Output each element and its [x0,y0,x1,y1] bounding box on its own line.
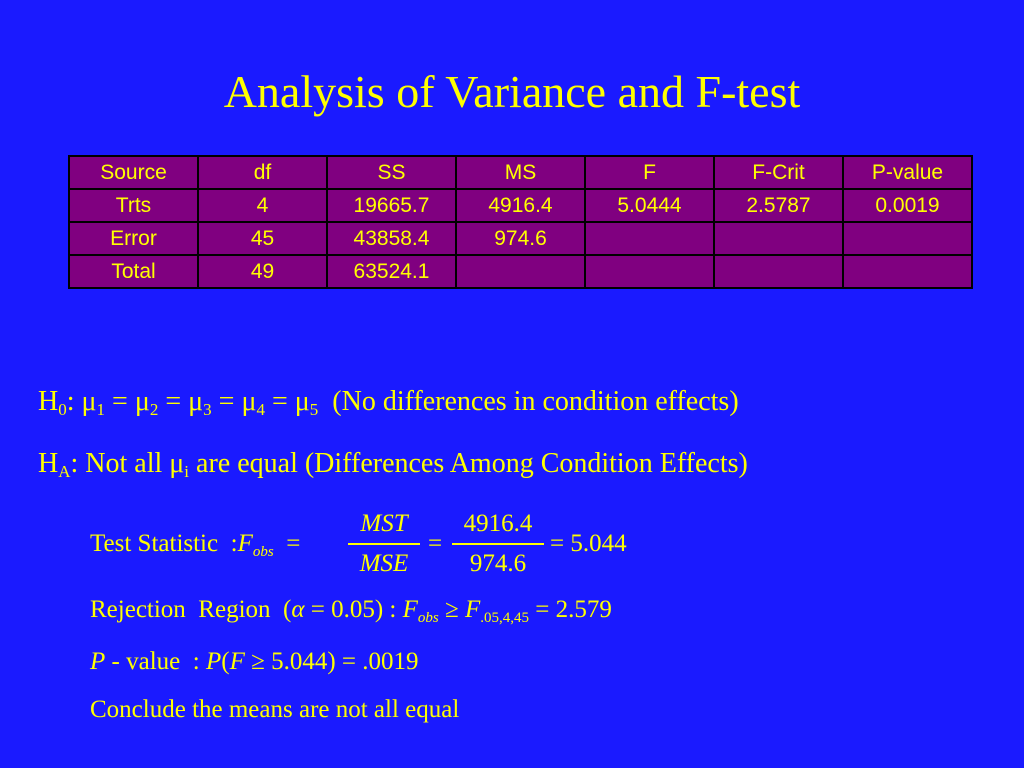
alternative-hypothesis: HA: Not all μi are equal (Differences Am… [38,448,748,480]
equals-sign: = [218,386,235,417]
null-hypothesis: H0: μ1 = μ2 = μ3 = μ4 = μ5 (No differenc… [38,386,739,418]
header-cell: F [584,155,715,190]
rejection-region: Rejection Region (α = 0.05) : Fobs ≥ F.0… [90,596,612,627]
open-paren: ( [283,596,292,623]
table-cell: Trts [68,188,199,223]
mu-symbol: μ [294,386,310,417]
p-value-label: - value : [105,648,206,675]
numerator: 4916.4 [463,510,533,537]
equals-sign: = [286,530,301,557]
denominator: MSE [359,550,409,577]
table-cell [584,221,715,256]
p-value-result: ≥ 5.044) = .0019 [244,648,419,675]
fraction-bar [452,543,544,545]
table-cell [713,221,844,256]
f-symbol: F [229,648,245,675]
table-cell: 19665.7 [326,188,457,223]
mu-subscript: i [184,462,190,481]
f-symbol: F [237,530,253,557]
table-cell [455,254,586,289]
table-cell: 2.5787 [713,188,844,223]
mu-subscript: 4 [256,400,265,419]
p-symbol: P [205,648,222,675]
mu-subscript: 3 [203,400,212,419]
header-cell: Source [68,155,199,190]
open-paren: ( [221,648,230,675]
header-cell: F-Crit [713,155,844,190]
label-text: Rejection Region [90,596,271,623]
equals-sign: = [428,530,443,557]
table-cell: 974.6 [455,221,586,256]
equals-sign: = [112,386,128,417]
f-symbol: F [464,596,481,623]
test-statistic-result: = 5.044 [550,530,627,558]
table-cell: 4 [197,188,328,223]
mu-symbol: μ [188,386,204,417]
table-row: Error 45 43858.4 974.6 [68,221,973,256]
alpha-value: = 0.05) : [304,596,403,623]
critical-subscript: .05,4,45 [480,610,529,626]
table-cell: 49 [197,254,328,289]
fraction-bar [348,543,420,545]
table-row: Trts 4 19665.7 4916.4 5.0444 2.5787 0.00… [68,188,973,223]
table-cell [842,221,973,256]
table-cell: 4916.4 [455,188,586,223]
null-hypothesis-note: (No differences in condition effects) [332,386,739,417]
table-cell: Total [68,254,199,289]
anova-table: Source df SS MS F F-Crit P-value Trts 4 … [68,155,973,289]
denominator: 974.6 [469,550,527,577]
p-value-line: P - value : P(F ≥ 5.044) = .0019 [90,648,419,676]
conclusion: Conclude the means are not all equal [90,696,460,723]
obs-subscript: obs [252,544,274,560]
table-cell: 0.0019 [842,188,973,223]
alpha-symbol: α [291,596,305,623]
ha-suffix: are equal (Differences Among Condition E… [189,448,748,479]
colon: : [66,386,75,417]
table-cell: 5.0444 [584,188,715,223]
table-cell [584,254,715,289]
table-cell: 45 [197,221,328,256]
table-cell: 63524.1 [326,254,457,289]
h0-subscript: 0 [58,400,67,419]
equals-sign: = [271,386,288,417]
obs-subscript: obs [417,610,439,626]
equals-sign: = [550,530,565,557]
header-cell: df [197,155,328,190]
mu-symbol: μ [241,386,257,417]
result-value: 5.044 [570,530,627,557]
fraction-ms: MST MSE [348,509,420,579]
mu-subscript: 2 [149,400,159,419]
header-cell: SS [326,155,457,190]
table-header-row: Source df SS MS F F-Crit P-value [68,155,973,190]
header-cell: P-value [842,155,973,190]
table-row: Total 49 63524.1 [68,254,973,289]
mu-symbol: μ [169,448,185,479]
table-cell: Error [68,221,199,256]
mu-subscript: 5 [309,400,319,419]
colon: : [230,530,238,557]
header-cell: MS [455,155,586,190]
mu-symbol: μ [81,386,97,417]
table-cell [713,254,844,289]
h-letter: H [38,386,59,417]
mu-symbol: μ [134,386,150,417]
table-cell [842,254,973,289]
test-statistic-label: Test Statistic :Fobs = [90,530,300,561]
p-symbol: P [90,648,106,675]
ha-subscript: A [58,462,71,481]
fraction-values: 4916.4 974.6 [452,509,544,579]
critical-value: = 2.579 [529,596,612,623]
ge-sign: ≥ [438,596,465,623]
mu-subscript: 1 [96,400,106,419]
label-text: Test Statistic [90,530,219,557]
h-letter: H [38,448,59,479]
numerator: MST [360,510,408,537]
ha-prefix: : Not all [70,448,170,479]
equals-sign: = [165,386,182,417]
slide-title: Analysis of Variance and F-test [223,66,801,117]
f-symbol: F [402,596,418,623]
table-cell: 43858.4 [326,221,457,256]
